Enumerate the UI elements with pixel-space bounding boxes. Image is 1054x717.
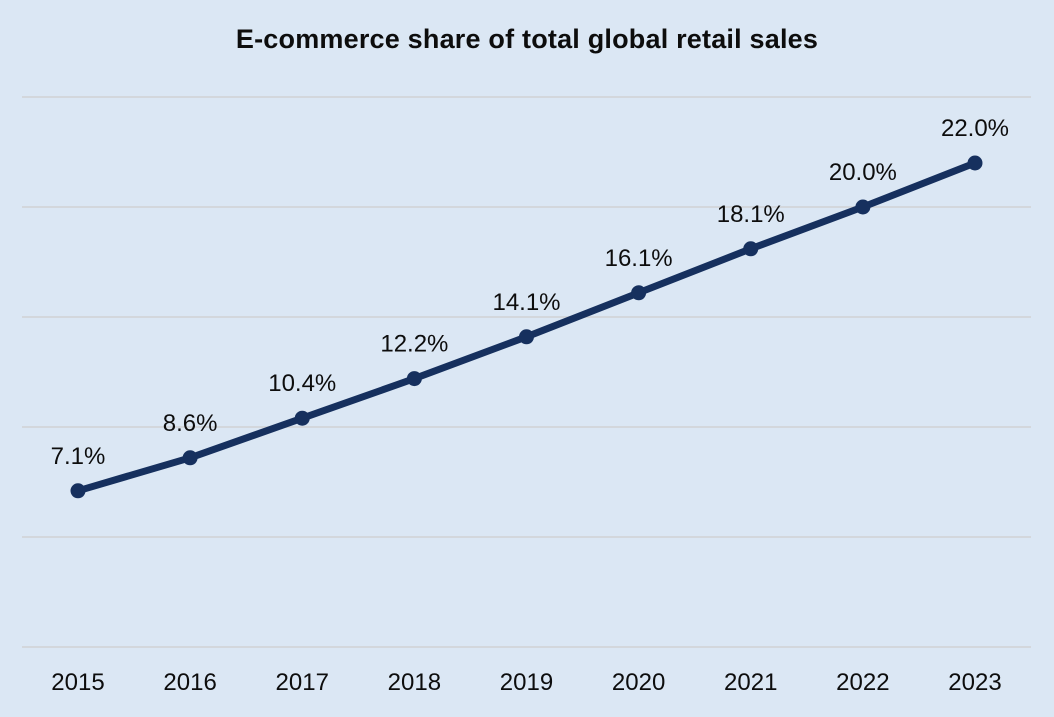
data-point bbox=[855, 199, 871, 215]
data-point bbox=[406, 371, 422, 387]
x-axis-label: 2023 bbox=[948, 669, 1001, 696]
x-axis-label: 2021 bbox=[724, 669, 777, 696]
data-point bbox=[182, 450, 198, 466]
data-point bbox=[743, 241, 759, 257]
x-axis-label: 2019 bbox=[500, 669, 553, 696]
data-label: 20.0% bbox=[829, 159, 897, 186]
x-axis-label: 2015 bbox=[51, 669, 104, 696]
data-label: 7.1% bbox=[51, 443, 106, 470]
data-point bbox=[519, 329, 534, 345]
data-point bbox=[294, 410, 310, 426]
x-axis-label: 2022 bbox=[836, 669, 889, 696]
data-label: 12.2% bbox=[380, 331, 448, 358]
data-label: 22.0% bbox=[941, 115, 1009, 142]
data-label: 14.1% bbox=[492, 289, 560, 316]
data-label: 10.4% bbox=[268, 370, 336, 397]
data-line bbox=[74, 159, 979, 495]
data-label: 8.6% bbox=[163, 410, 218, 437]
data-label: 18.1% bbox=[717, 201, 785, 228]
data-point bbox=[70, 483, 86, 499]
chart-title: E-commerce share of total global retail … bbox=[235, 24, 819, 54]
data-label: 16.1% bbox=[605, 245, 673, 272]
data-point bbox=[631, 285, 647, 301]
x-axis-label: 2020 bbox=[612, 669, 665, 696]
data-point bbox=[967, 155, 983, 171]
x-axis-label: 2018 bbox=[388, 669, 441, 696]
x-axis-label: 2017 bbox=[276, 669, 329, 696]
x-axis-label: 2016 bbox=[163, 669, 216, 696]
